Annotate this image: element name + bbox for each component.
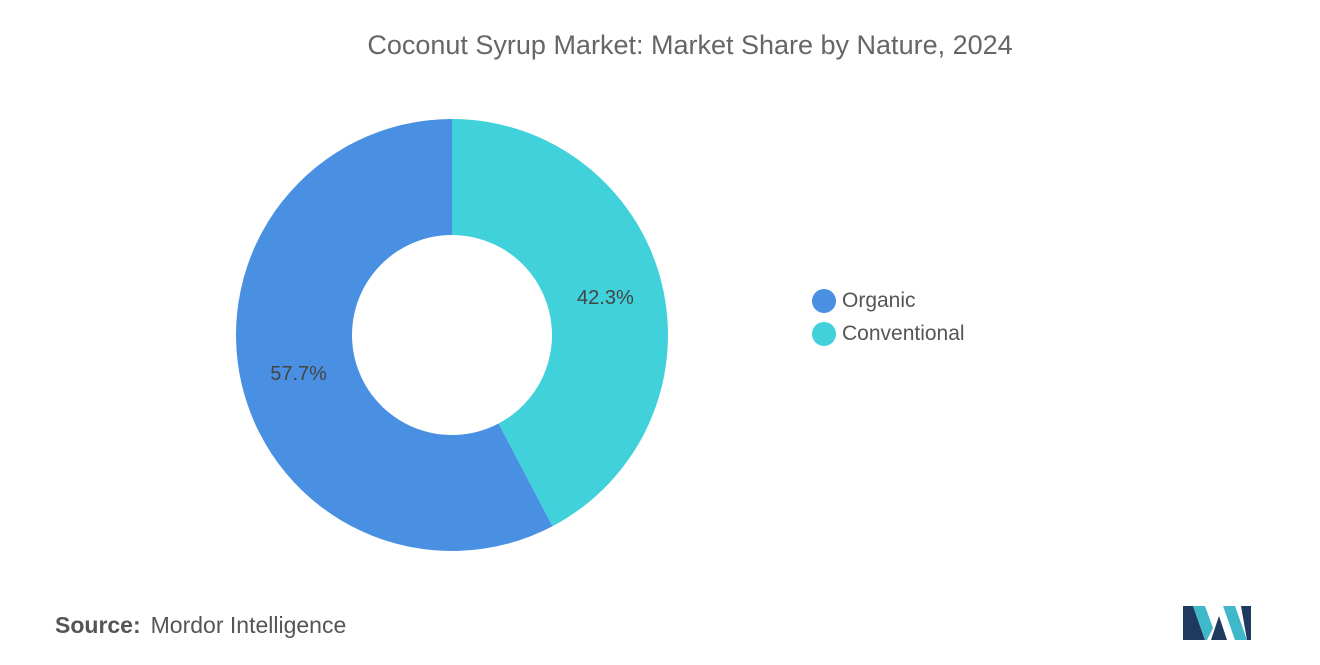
source-label: Source:: [55, 612, 141, 638]
slice-organic[interactable]: [235, 119, 553, 551]
mordor-intelligence-logo-icon: [1183, 606, 1251, 640]
chart-legend: Organic Conventional: [812, 284, 965, 350]
legend-swatch-conventional: [812, 321, 836, 346]
source-text: Mordor Intelligence: [150, 612, 347, 638]
legend-item-organic[interactable]: Organic: [812, 284, 965, 317]
slice-conventional[interactable]: [452, 119, 669, 527]
data-label-organic: 57.7%: [270, 363, 327, 385]
legend-label-conventional: Conventional: [842, 321, 965, 345]
data-label-conventional: 42.3%: [577, 287, 634, 309]
legend-swatch-organic: [812, 288, 836, 313]
source-note: Source: Mordor Intelligence: [55, 612, 346, 639]
chart-title: Coconut Syrup Market: Market Share by Na…: [367, 30, 1013, 60]
legend-label-organic: Organic: [842, 288, 916, 312]
legend-item-conventional[interactable]: Conventional: [812, 317, 965, 350]
